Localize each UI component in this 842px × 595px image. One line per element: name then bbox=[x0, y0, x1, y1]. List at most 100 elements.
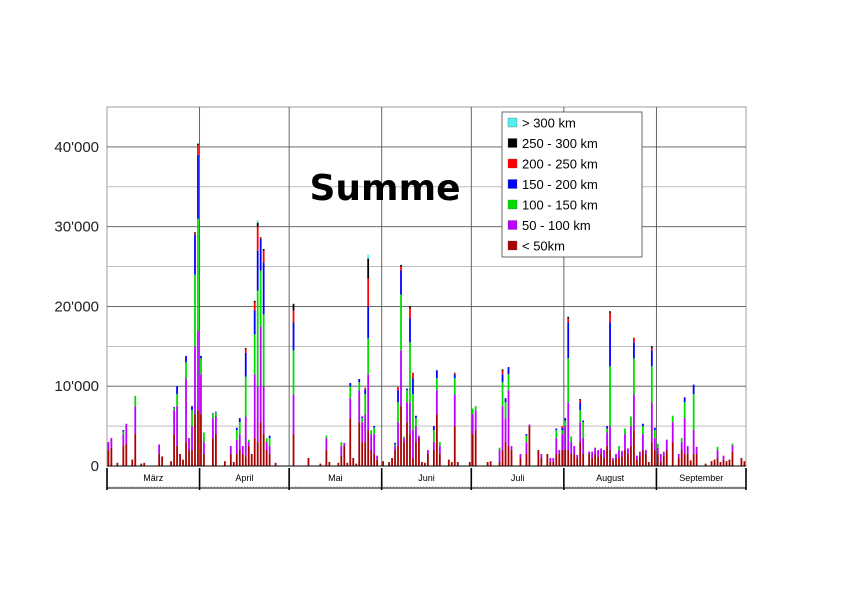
bar-segment bbox=[373, 434, 376, 455]
bar-segment bbox=[555, 454, 558, 466]
day-bar bbox=[630, 416, 632, 466]
bar-segment bbox=[244, 347, 247, 349]
bar-segment bbox=[265, 450, 268, 466]
bar-segment bbox=[525, 435, 528, 443]
bar-segment bbox=[650, 442, 653, 466]
bar-segment bbox=[600, 454, 602, 466]
bar-segment bbox=[504, 402, 507, 419]
bar-segment bbox=[122, 434, 125, 447]
bar-segment bbox=[597, 450, 599, 457]
day-bar bbox=[689, 460, 692, 466]
bar-segment bbox=[656, 454, 659, 466]
day-bar bbox=[197, 142, 199, 466]
bar-segment bbox=[406, 388, 408, 391]
bar-segment bbox=[653, 430, 656, 439]
bar-segment bbox=[609, 366, 611, 427]
day-bar bbox=[412, 372, 414, 466]
bar-segment bbox=[683, 418, 686, 455]
bar-segment bbox=[671, 442, 674, 466]
bar-segment bbox=[247, 446, 250, 466]
day-bar bbox=[671, 415, 674, 466]
bar-segment bbox=[367, 254, 370, 259]
bar-segment bbox=[432, 430, 435, 443]
bar-segment bbox=[579, 422, 582, 443]
bar-segment bbox=[235, 430, 238, 440]
bar-segment bbox=[373, 454, 376, 466]
bar-segment bbox=[528, 424, 531, 427]
day-bar bbox=[489, 461, 492, 466]
day-bar bbox=[653, 427, 656, 466]
day-bar bbox=[241, 446, 244, 466]
bar-segment bbox=[656, 447, 659, 455]
bar-segment bbox=[507, 390, 510, 447]
bar-segment bbox=[418, 435, 420, 439]
day-bar bbox=[456, 462, 459, 466]
bar-segment bbox=[418, 438, 420, 466]
day-bar bbox=[194, 232, 196, 466]
bar-segment bbox=[367, 338, 370, 375]
legend-label: 250 - 300 km bbox=[522, 136, 598, 151]
day-bar bbox=[415, 415, 417, 466]
bar-segment bbox=[468, 462, 471, 466]
bar-segment bbox=[636, 459, 638, 466]
bar-segment bbox=[247, 442, 250, 447]
day-bar bbox=[474, 406, 477, 466]
bar-segment bbox=[507, 367, 510, 375]
bar-segment bbox=[403, 436, 405, 439]
bar-segment bbox=[606, 432, 608, 447]
day-bar bbox=[191, 406, 193, 466]
bar-segment bbox=[725, 461, 728, 466]
bar-segment bbox=[176, 446, 178, 466]
bar-segment bbox=[525, 454, 528, 466]
day-bar bbox=[510, 446, 513, 466]
day-bar bbox=[579, 398, 582, 466]
bar-segment bbox=[265, 442, 268, 451]
day-bar bbox=[185, 355, 187, 466]
bar-segment bbox=[343, 446, 346, 466]
bar-segment bbox=[686, 446, 689, 455]
bar-segment bbox=[173, 410, 175, 435]
bar-segment bbox=[597, 456, 599, 466]
bar-segment bbox=[185, 442, 187, 466]
bar-segment bbox=[450, 462, 453, 466]
bar-segment bbox=[683, 402, 686, 419]
bar-segment bbox=[194, 274, 196, 347]
bar-segment bbox=[474, 410, 477, 431]
bar-segment bbox=[361, 418, 364, 423]
bar-segment bbox=[265, 438, 268, 443]
bar-segment bbox=[194, 233, 196, 235]
bar-segment bbox=[564, 426, 567, 451]
x-month-label: Juli bbox=[511, 473, 525, 483]
day-bar bbox=[731, 443, 734, 466]
day-bar bbox=[229, 446, 232, 466]
bar-segment bbox=[364, 387, 367, 390]
bar-segment bbox=[268, 454, 271, 466]
bar-segment bbox=[173, 407, 175, 411]
day-bar bbox=[391, 458, 393, 466]
bar-segment bbox=[394, 444, 396, 447]
day-bar bbox=[621, 450, 623, 466]
bar-segment bbox=[447, 459, 450, 466]
day-bar bbox=[170, 461, 172, 466]
bar-segment bbox=[421, 462, 423, 466]
bar-segment bbox=[519, 454, 522, 459]
bar-segment bbox=[633, 342, 635, 359]
day-bar bbox=[641, 423, 644, 466]
bar-segment bbox=[528, 426, 531, 466]
bar-segment bbox=[364, 394, 367, 415]
bar-segment bbox=[409, 308, 411, 319]
bar-segment bbox=[238, 418, 241, 423]
day-bar bbox=[325, 435, 328, 466]
bar-segment bbox=[438, 446, 441, 455]
bar-segment bbox=[591, 451, 594, 459]
bar-segment bbox=[609, 322, 611, 367]
day-bar bbox=[421, 462, 423, 466]
bar-segment bbox=[244, 416, 247, 457]
bar-segment bbox=[325, 435, 328, 439]
bar-segment bbox=[134, 406, 137, 435]
day-bar bbox=[603, 450, 605, 466]
bar-segment bbox=[400, 270, 402, 295]
bar-segment bbox=[564, 420, 567, 427]
day-bar bbox=[609, 311, 611, 466]
day-bar bbox=[555, 428, 558, 466]
